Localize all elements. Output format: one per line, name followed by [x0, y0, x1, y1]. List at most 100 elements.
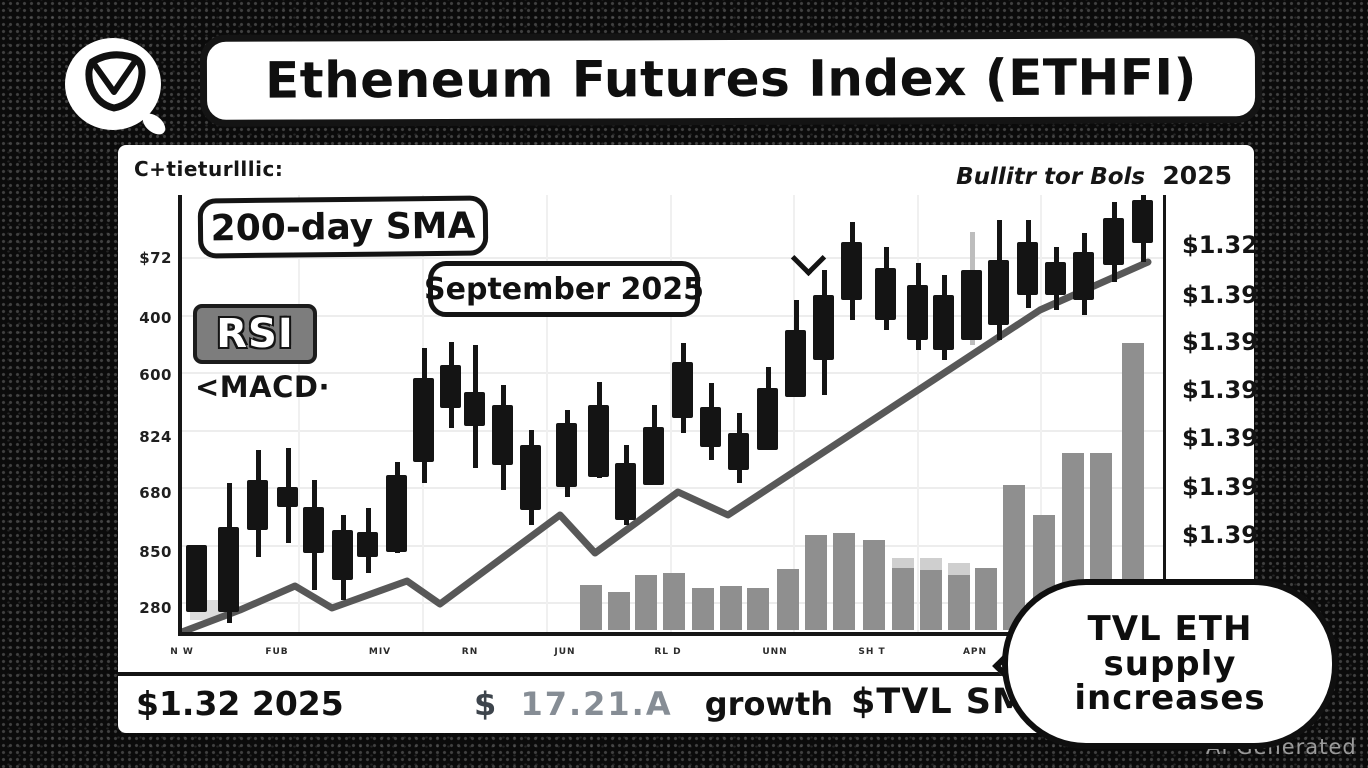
- candle-body: [672, 362, 693, 418]
- rsi-badge: RSI: [193, 304, 317, 364]
- x-axis-line: [178, 632, 1167, 636]
- candle-body: [700, 407, 721, 447]
- footer-garbled-number: 17.21.A: [520, 685, 673, 723]
- y-axis-left-label: 280: [139, 599, 172, 617]
- volume-bar: [833, 533, 855, 630]
- candle-body: [520, 445, 541, 510]
- candle-body: [588, 405, 609, 477]
- gridline-vertical: [298, 195, 300, 632]
- x-axis-tick-label: UNN: [762, 647, 788, 657]
- eth-magnifier-logo: [56, 28, 174, 146]
- note-right-italic: Bullitr tor Bols: [956, 164, 1146, 190]
- note-right-year: 2025: [1162, 161, 1232, 190]
- gridline-horizontal: [182, 487, 1163, 489]
- x-axis-tick-label: RL D: [654, 647, 682, 657]
- candle-body: [1132, 200, 1153, 243]
- y-axis-left-label: 850: [139, 543, 172, 561]
- y-axis-left-label: 600: [139, 366, 172, 384]
- candle-body: [728, 433, 749, 470]
- y-axis-right-label: $1.39: [1182, 424, 1258, 452]
- candle-body: [907, 285, 928, 340]
- y-axis-right-label: $1.32: [1182, 231, 1258, 259]
- candle-body: [186, 545, 207, 612]
- footer-dollar-sign: $: [474, 685, 497, 723]
- bubble-line-1: TVL ETH: [1087, 608, 1253, 649]
- candle-body: [757, 388, 778, 450]
- volume-bar: [747, 588, 769, 630]
- eth-magnifier-logo-svg: [65, 38, 166, 135]
- x-axis-tick-label: FUB: [265, 647, 289, 657]
- volume-bar: [663, 573, 685, 630]
- candle-body: [988, 260, 1009, 325]
- candle-body: [556, 423, 577, 487]
- gridline-vertical: [793, 195, 795, 632]
- volume-bar: [692, 588, 714, 630]
- gridline-horizontal: [182, 430, 1163, 432]
- volume-bar: [580, 585, 602, 630]
- candle-body: [218, 527, 239, 612]
- candle-body: [303, 507, 324, 553]
- candle-body: [464, 392, 485, 426]
- footer-growth-note: $ 17.21.A growth: [474, 685, 833, 723]
- page-title: Etheneum Futures Index (ETHFI): [264, 48, 1197, 110]
- gridline-horizontal: [182, 257, 1163, 259]
- candle-body: [643, 427, 664, 485]
- volume-bar: [920, 570, 942, 630]
- candle-body: [413, 378, 434, 462]
- candle-body: [1017, 242, 1038, 295]
- y-axis-line: [178, 195, 182, 636]
- candle-body: [357, 532, 378, 557]
- volume-bar: [975, 568, 997, 630]
- candle-body: [492, 405, 513, 465]
- candle-body: [615, 463, 636, 520]
- y-axis-right-label: $1.39: [1182, 328, 1258, 356]
- candle-body: [386, 475, 407, 552]
- volume-bar: [863, 540, 885, 630]
- candle-body: [332, 530, 353, 580]
- macd-label: <MACD·: [195, 370, 330, 404]
- x-axis-tick-label: RN: [461, 647, 479, 657]
- rsi-badge-label: RSI: [216, 311, 294, 357]
- volume-bar-light-cap: [892, 558, 914, 568]
- y-axis-left-label: 824: [139, 428, 172, 446]
- volume-bar: [777, 569, 799, 630]
- gridline-vertical: [917, 195, 919, 632]
- volume-bar-light-cap: [920, 558, 942, 570]
- y-axis-left-label: $72: [139, 249, 172, 267]
- candle-body: [933, 295, 954, 350]
- candle-body: [875, 268, 896, 320]
- candle-body: [841, 242, 862, 300]
- volume-bar: [1003, 485, 1025, 630]
- volume-bar: [720, 586, 742, 630]
- candle-body: [1073, 252, 1094, 300]
- bubble-line-2: supply: [1103, 643, 1237, 684]
- gridline-vertical: [546, 195, 548, 632]
- gridline-vertical: [1040, 195, 1042, 632]
- title-bar: Etheneum Futures Index (ETHFI): [199, 31, 1263, 127]
- footer-price-year: $1.32 2025: [136, 684, 344, 723]
- candle-body: [1103, 218, 1124, 265]
- candle-body: [247, 480, 268, 530]
- y-axis-right-label: $1.39: [1182, 281, 1258, 309]
- x-axis-tick-label: N W: [170, 647, 194, 657]
- volume-bar: [1122, 343, 1144, 630]
- gridline-vertical: [670, 195, 672, 632]
- y-axis-left-label: 400: [139, 309, 172, 327]
- bubble-line-3: increases: [1074, 678, 1266, 719]
- volume-bar: [805, 535, 827, 630]
- panel-note-right: Bullitr tor Bols 2025: [956, 161, 1232, 190]
- footer-divider: [118, 672, 1254, 676]
- y-axis-right-label: $1.39: [1182, 473, 1258, 501]
- volume-bar: [635, 575, 657, 630]
- candle-body: [785, 330, 806, 397]
- y-axis-right-label: $1.39: [1182, 376, 1258, 404]
- x-axis-tick-label: JUN: [554, 647, 576, 657]
- volume-bar: [892, 568, 914, 630]
- candle-body: [440, 365, 461, 408]
- candle-body: [961, 270, 982, 340]
- footer-growth-label: growth: [704, 685, 834, 723]
- x-axis-tick-label: SH T: [858, 647, 886, 657]
- volume-bar: [948, 575, 970, 630]
- y-axis-left-label: 680: [139, 484, 172, 502]
